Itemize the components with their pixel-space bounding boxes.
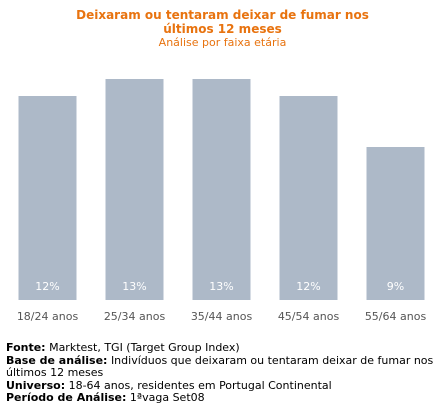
bar-chart: 12% 18/24 anos 13% 25/34 anos 13% 35/44 anos 1… xyxy=(17,79,427,323)
x-tick-label-2: 25/34 anos xyxy=(104,310,166,323)
chart-titles: Deixaram ou tentaram deixar de fumar nos… xyxy=(0,8,445,50)
footer-source-label: Fonte: xyxy=(6,341,46,354)
x-tick-label-4: 45/54 anos xyxy=(278,310,340,323)
footer-period: Período de Análise: 1ªvaga Set08 xyxy=(6,391,441,405)
chart-footer: Fonte: Marktest, TGI (Target Group Index… xyxy=(6,341,441,405)
footer-source: Fonte: Marktest, TGI (Target Group Index… xyxy=(6,341,441,355)
bar-value-label-2: 13% xyxy=(122,280,146,293)
footer-universe: Universo: 18-64 anos, residentes em Port… xyxy=(6,378,441,393)
x-tick-label-3: 35/44 anos xyxy=(191,310,253,323)
footer-base: Base de análise: Indivíduos que deixaram… xyxy=(6,353,441,380)
bar-5 xyxy=(366,147,425,300)
footer-source-value: Marktest, TGI (Target Group Index) xyxy=(49,341,240,354)
footer-period-value: 1ªvaga Set08 xyxy=(129,391,205,404)
footer-base-value: Indivíduos que deixaram ou tentaram deix… xyxy=(6,353,434,379)
footer-universe-label: Universo: xyxy=(6,378,66,392)
bar-value-label-1: 12% xyxy=(35,280,59,293)
chart-title: Deixaram ou tentaram deixar de fumar nos… xyxy=(76,8,369,36)
bar-4 xyxy=(279,96,338,300)
footer-period-label: Período de Análise: xyxy=(6,391,127,404)
footer-base-label: Base de análise: xyxy=(6,353,108,367)
bar-1 xyxy=(18,96,77,300)
chart-subtitle: Análise por faixa etária xyxy=(158,36,287,49)
x-tick-label-1: 18/24 anos xyxy=(17,310,79,323)
bar-value-label-4: 12% xyxy=(296,280,320,293)
bar-2 xyxy=(105,79,164,300)
bar-value-label-3: 13% xyxy=(209,280,233,293)
bar-value-label-5: 9% xyxy=(387,280,404,293)
footer-universe-value: 18-64 anos, residentes em Portugal Conti… xyxy=(68,378,332,392)
bar-3 xyxy=(192,79,251,300)
x-tick-label-5: 55/64 anos xyxy=(365,310,427,323)
